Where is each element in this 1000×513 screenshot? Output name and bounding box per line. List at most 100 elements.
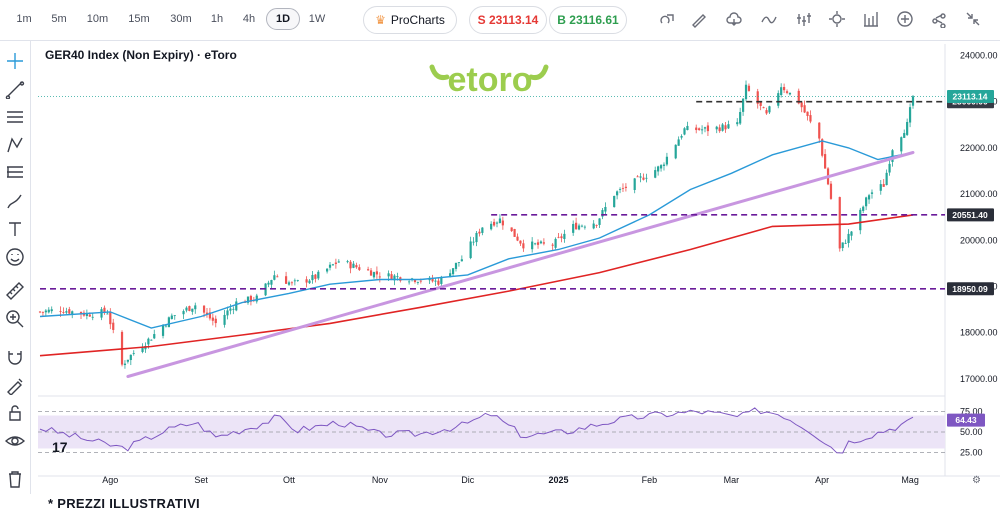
- compare-icon[interactable]: [659, 10, 677, 28]
- magnet-icon[interactable]: [5, 347, 25, 367]
- candles-group: [38, 80, 915, 369]
- candle-body: [785, 91, 789, 93]
- timeframe-10m[interactable]: 10m: [86, 13, 109, 25]
- crosshair-icon[interactable]: [5, 51, 25, 71]
- candle-body: [715, 126, 718, 130]
- candle-body: [50, 309, 53, 312]
- candle-body: [885, 172, 888, 186]
- fib-icon[interactable]: [5, 163, 25, 183]
- candle-body: [542, 242, 545, 244]
- rsi-tick-label: 25.00: [960, 448, 983, 458]
- candle-body: [572, 223, 575, 233]
- candle-body: [616, 191, 619, 196]
- candle-body: [311, 274, 314, 281]
- candle-body: [47, 309, 50, 313]
- candle-body: [683, 128, 686, 135]
- candle-body: [706, 125, 710, 132]
- horizontal-lines-icon[interactable]: [5, 107, 25, 127]
- candle-body: [498, 218, 502, 224]
- pattern-icon[interactable]: [5, 135, 25, 155]
- candle-body: [870, 192, 874, 194]
- timeframe-1h[interactable]: 1h: [210, 13, 224, 25]
- axis-settings-icon[interactable]: ⚙: [972, 475, 981, 486]
- candle-body: [449, 273, 452, 278]
- candle-body: [686, 125, 689, 131]
- rsi-tick-label: 75.00: [960, 406, 983, 416]
- candle-body: [355, 265, 358, 268]
- candle-body: [44, 310, 47, 313]
- share-icon[interactable]: [930, 10, 948, 28]
- candle-body: [850, 231, 853, 236]
- candle-body: [522, 243, 525, 249]
- lock-drawing-icon[interactable]: [5, 375, 25, 395]
- ruler-icon[interactable]: [5, 281, 25, 301]
- candle-body: [718, 127, 721, 132]
- timeframe-1W[interactable]: 1W: [308, 13, 326, 25]
- candle-body: [109, 312, 112, 325]
- candle-body: [911, 96, 915, 106]
- candle-body: [563, 233, 566, 239]
- zoom-in-icon[interactable]: [5, 309, 25, 329]
- candle-body: [129, 354, 132, 361]
- indicators-icon[interactable]: [795, 10, 813, 28]
- candle-body: [838, 197, 841, 249]
- buy-button[interactable]: B 23116.61: [549, 6, 627, 34]
- candle-body: [659, 165, 663, 169]
- candle-body: [276, 276, 279, 278]
- candle-body: [783, 87, 786, 91]
- candle-body: [844, 242, 847, 244]
- timeframe-1D[interactable]: 1D: [266, 8, 300, 30]
- candle-body: [173, 315, 176, 317]
- candle-body: [829, 183, 833, 199]
- collapse-icon[interactable]: [964, 10, 982, 28]
- candle-body: [865, 197, 868, 207]
- candle-body: [490, 223, 493, 230]
- crown-icon: ♛: [375, 13, 386, 27]
- candle-body: [580, 225, 584, 227]
- candle-body: [598, 218, 601, 225]
- candle-body: [618, 189, 622, 190]
- emoji-icon[interactable]: [5, 247, 25, 267]
- price-chart[interactable]: GER40 Index (Non Expiry) · eToro etoro 17…: [0, 0, 1000, 494]
- candle-body: [756, 91, 759, 104]
- text-icon[interactable]: [5, 219, 25, 239]
- candle-body: [513, 228, 516, 237]
- rsi-line: [39, 407, 914, 454]
- line-type-icon[interactable]: [760, 10, 778, 28]
- candle-body: [249, 295, 253, 302]
- timeframe-15m[interactable]: 15m: [128, 13, 150, 25]
- candle-body: [662, 164, 666, 166]
- last-price-label: 23113.14: [953, 92, 988, 102]
- settings-icon[interactable]: [828, 10, 846, 28]
- candle-body: [296, 280, 299, 281]
- timeframe-30m[interactable]: 30m: [170, 13, 192, 25]
- brush-icon[interactable]: [5, 191, 25, 211]
- candle-body: [185, 307, 188, 311]
- candle-body: [112, 322, 115, 330]
- sell-button[interactable]: S 23113.14: [469, 6, 547, 34]
- candle-body: [478, 231, 481, 234]
- candle-body: [287, 282, 291, 285]
- rsi-value-label: 64.43: [955, 415, 977, 425]
- candle-body: [554, 238, 557, 248]
- lock-icon[interactable]: [5, 403, 25, 423]
- add-icon[interactable]: [896, 10, 914, 28]
- cloud-icon[interactable]: [725, 10, 743, 28]
- candle-body: [123, 363, 127, 366]
- trash-icon[interactable]: [5, 469, 25, 489]
- layout-icon[interactable]: [862, 10, 880, 28]
- candle-body: [867, 195, 871, 200]
- candle-body: [413, 279, 417, 282]
- timeframe-4h[interactable]: 4h: [242, 13, 256, 25]
- eye-icon[interactable]: [5, 431, 25, 451]
- candle-body: [314, 274, 317, 279]
- support-trendline[interactable]: [126, 151, 915, 378]
- rsi-band: [38, 415, 945, 449]
- draw-icon[interactable]: [690, 10, 708, 28]
- candle-body: [367, 269, 370, 271]
- timeframe-5m[interactable]: 5m: [51, 13, 67, 25]
- trendline-icon[interactable]: [5, 79, 25, 99]
- candle-body: [141, 347, 144, 352]
- timeframe-1m[interactable]: 1m: [16, 13, 32, 25]
- procharts-button[interactable]: ♛ ProCharts: [363, 6, 457, 34]
